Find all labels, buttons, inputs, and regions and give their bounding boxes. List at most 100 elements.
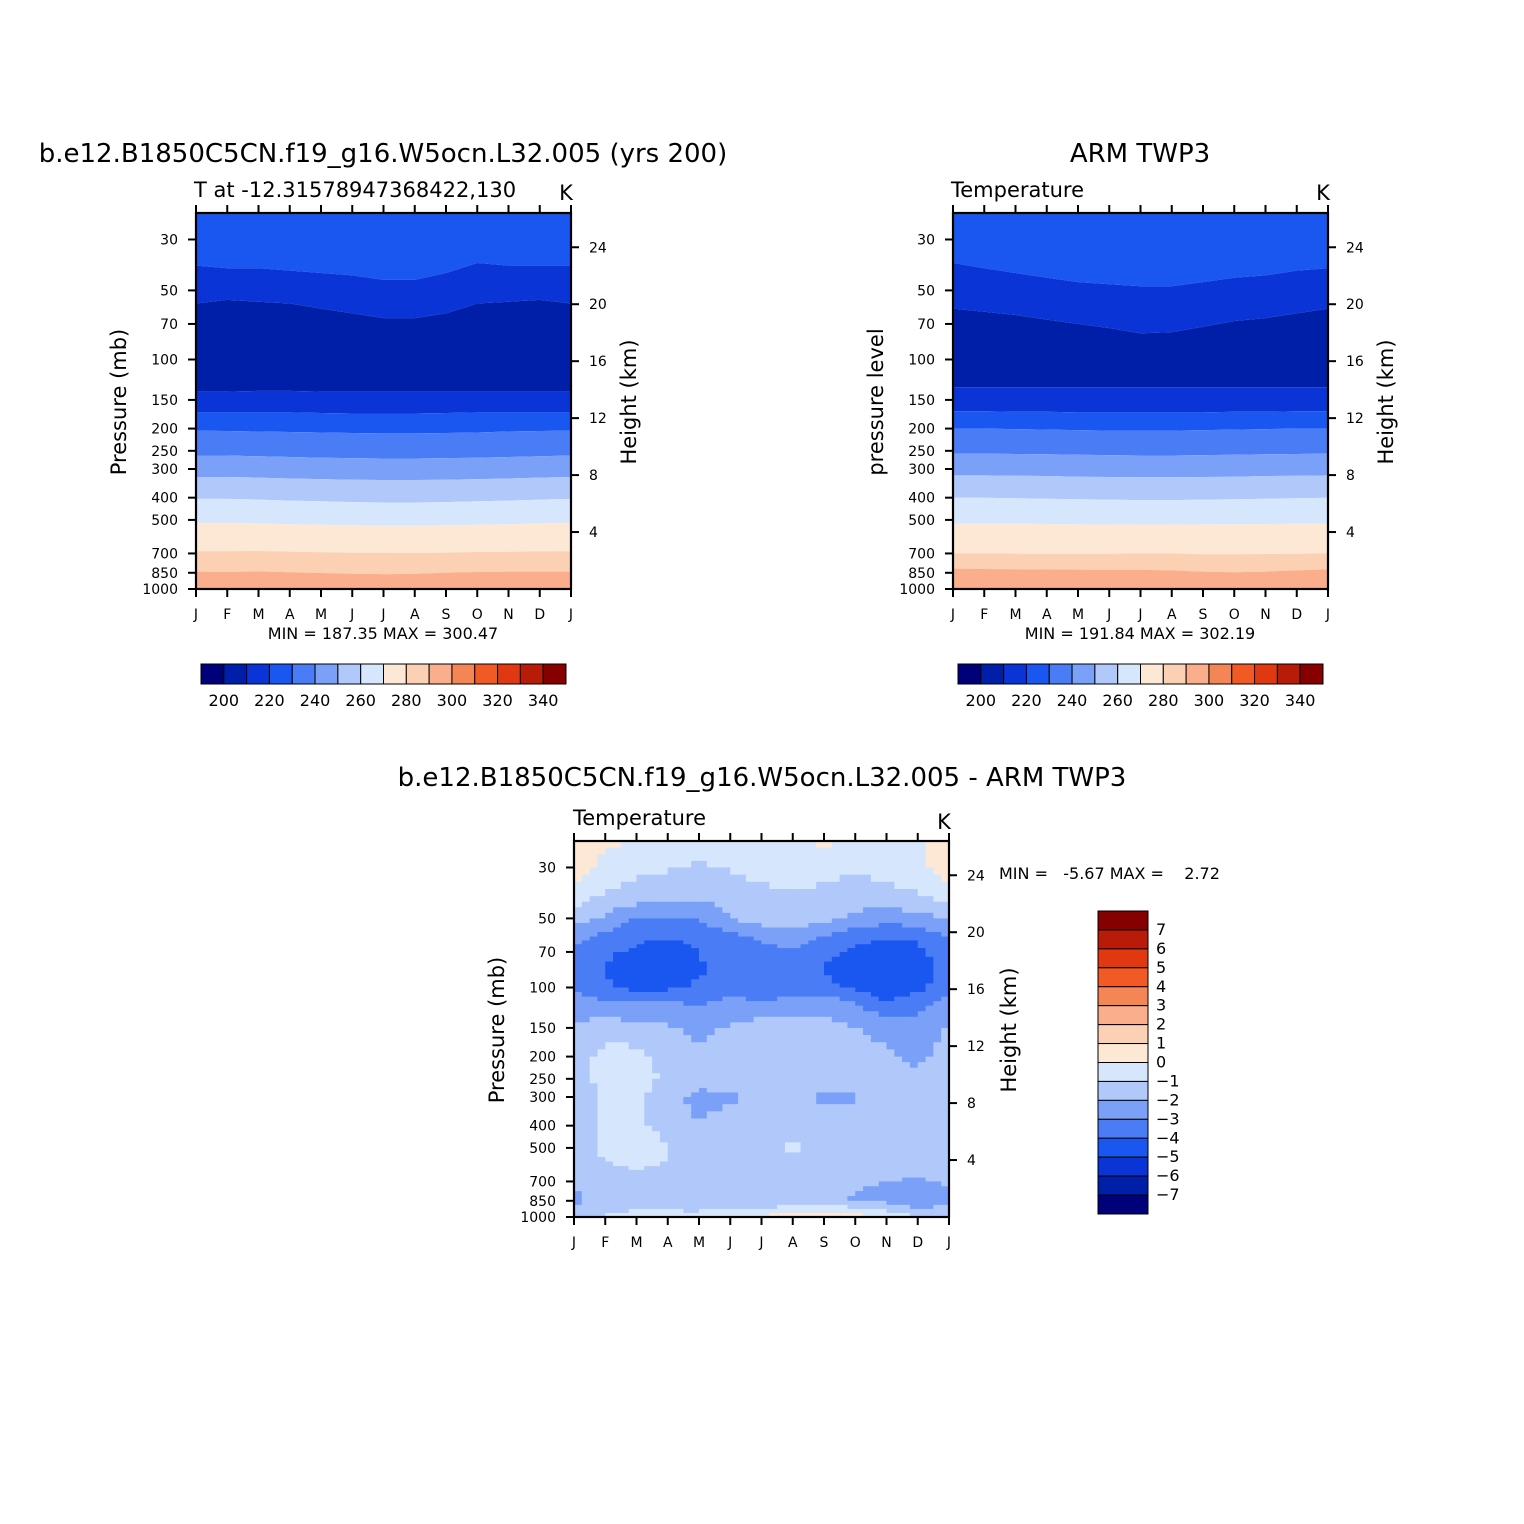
contour-cell bbox=[839, 1166, 849, 1171]
contour-cell bbox=[925, 1022, 934, 1029]
contour-cell bbox=[667, 1042, 677, 1051]
contour-cell bbox=[761, 1096, 770, 1105]
contour-cell bbox=[652, 1087, 661, 1094]
contour-cell bbox=[683, 1125, 692, 1132]
y-tick-pressure-label: 500 bbox=[151, 513, 178, 529]
contour-cell bbox=[917, 1177, 927, 1183]
contour-cell bbox=[847, 1181, 856, 1187]
contour-cell bbox=[652, 901, 661, 908]
contour-cell bbox=[691, 1049, 700, 1058]
contour-cell bbox=[675, 860, 684, 869]
contour-cell bbox=[941, 1212, 950, 1218]
contour-band bbox=[196, 551, 571, 575]
contour-cell bbox=[847, 961, 856, 968]
contour-cell bbox=[839, 948, 849, 953]
contour-cell bbox=[792, 1195, 802, 1202]
contour-cell bbox=[613, 860, 622, 869]
contour-cell bbox=[933, 951, 942, 958]
contour-cell bbox=[831, 966, 841, 972]
contour-cell bbox=[855, 860, 864, 869]
contour-cell bbox=[761, 1087, 770, 1094]
contour-cell bbox=[597, 975, 606, 980]
contour-cell bbox=[636, 983, 645, 989]
contour-cell bbox=[863, 1005, 872, 1012]
contour-cell bbox=[808, 1181, 817, 1187]
panel-diff-title: b.e12.B1850C5CN.f19_g16.W5ocn.L32.005 - … bbox=[398, 763, 1127, 793]
contour-cell bbox=[831, 896, 841, 903]
contour-cell bbox=[909, 1161, 919, 1167]
colorbar-label: 220 bbox=[254, 691, 285, 710]
contour-cell bbox=[863, 971, 872, 976]
x-tick-label: J bbox=[946, 1235, 951, 1251]
colorbar-swatch bbox=[1097, 967, 1149, 988]
contour-cell bbox=[667, 1161, 677, 1167]
contour-cell bbox=[730, 1111, 739, 1120]
contour-cell bbox=[847, 874, 856, 883]
contour-cell bbox=[597, 1049, 606, 1058]
contour-cell bbox=[824, 987, 833, 993]
contour-cell bbox=[925, 1001, 934, 1007]
contour-cell bbox=[808, 1111, 817, 1120]
contour-cell bbox=[628, 1073, 638, 1080]
contour-cell bbox=[808, 1212, 817, 1218]
contour-cell bbox=[714, 1062, 724, 1069]
contour-cell bbox=[925, 874, 934, 883]
contour-cell bbox=[909, 854, 919, 862]
contour-cell bbox=[917, 1042, 927, 1051]
contour-cell bbox=[824, 1056, 833, 1063]
contour-cell bbox=[784, 841, 794, 849]
contour-cell bbox=[761, 1016, 770, 1023]
contour-cell bbox=[761, 1177, 770, 1183]
contour-cell bbox=[605, 1166, 614, 1171]
contour-cell bbox=[902, 922, 911, 929]
contour-cell bbox=[816, 1191, 825, 1197]
contour-cell bbox=[753, 1035, 763, 1043]
contour-cell bbox=[816, 1104, 825, 1112]
contour-cell bbox=[824, 966, 833, 972]
contour-cell bbox=[839, 1186, 849, 1192]
colorbar-swatch bbox=[246, 663, 270, 685]
contour-cell bbox=[792, 951, 802, 958]
contour-cell bbox=[589, 847, 599, 855]
contour-cell bbox=[816, 896, 825, 903]
contour-cell bbox=[722, 888, 731, 897]
contour-cell bbox=[714, 1177, 724, 1183]
contour-cell bbox=[714, 860, 724, 869]
contour-cell bbox=[925, 1186, 934, 1192]
contour-cell bbox=[699, 966, 708, 972]
contour-cell bbox=[613, 975, 622, 980]
contour-cell bbox=[800, 1166, 809, 1171]
y-tick-pressure-label: 500 bbox=[908, 513, 935, 529]
contour-cell bbox=[909, 1011, 919, 1018]
contour-cell bbox=[909, 1208, 919, 1214]
contour-cell bbox=[613, 881, 622, 890]
contour-cell bbox=[777, 1152, 786, 1158]
contour-cell bbox=[808, 975, 817, 980]
contour-cell bbox=[667, 1118, 677, 1127]
contour-cell bbox=[831, 1200, 841, 1206]
contour-cell bbox=[878, 987, 888, 993]
contour-cell bbox=[925, 1042, 934, 1051]
contour-cell bbox=[714, 1169, 724, 1175]
contour-cell bbox=[863, 1035, 872, 1043]
contour-cell bbox=[824, 1078, 833, 1084]
contour-cell bbox=[745, 1169, 755, 1175]
contour-cell bbox=[761, 1118, 770, 1127]
contour-cell bbox=[941, 922, 950, 929]
contour-cell bbox=[714, 1208, 724, 1214]
contour-cell bbox=[808, 983, 817, 989]
contour-cell bbox=[722, 1200, 731, 1206]
contour-cell bbox=[628, 992, 638, 998]
contour-cell bbox=[636, 940, 645, 945]
contour-cell bbox=[761, 966, 770, 972]
contour-cell bbox=[902, 992, 911, 998]
contour-cell bbox=[761, 912, 770, 919]
contour-cell bbox=[769, 1001, 778, 1007]
contour-cell bbox=[870, 996, 880, 1002]
contour-cell bbox=[699, 1142, 708, 1149]
contour-cell bbox=[605, 1016, 614, 1023]
contour-cell bbox=[683, 1022, 692, 1029]
contour-cell bbox=[667, 901, 677, 908]
contour-cell bbox=[581, 888, 591, 897]
contour-cell bbox=[839, 1125, 849, 1132]
